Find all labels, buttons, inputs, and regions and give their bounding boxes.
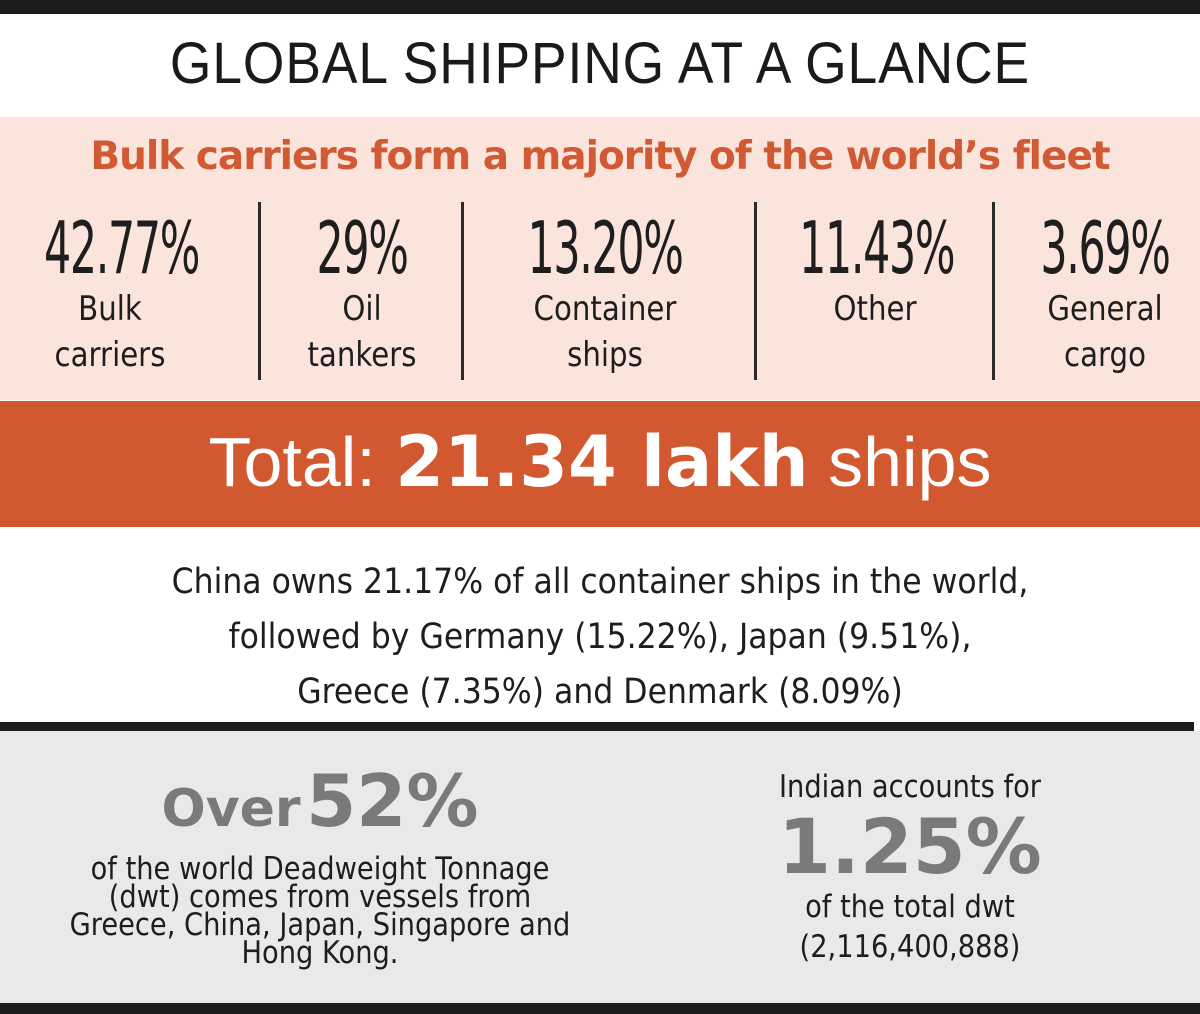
india-line-2: of the total dwt [805, 889, 1015, 925]
stat-divider [754, 202, 757, 380]
stat-label-line-2: tankers [307, 335, 417, 375]
stat-label-line-1: General [1047, 289, 1163, 329]
stat-percent: 13.20% [527, 206, 683, 290]
india-share-block: Indian accounts for 1.25% of the total d… [720, 767, 1100, 967]
india-line-3: (2,116,400,888) [799, 929, 1021, 965]
stat-divider [461, 202, 464, 380]
total-prefix: Total: [208, 423, 396, 501]
stat-label-line-1: Container [533, 289, 677, 329]
stat-other: 11.43% Other [760, 210, 990, 332]
section-rule [0, 722, 1194, 731]
stat-divider [992, 202, 995, 380]
dwt-headline: Over 52% [30, 761, 610, 861]
dwt-desc-line-1: of the world Deadweight Tonnage [90, 851, 550, 887]
page-title: GLOBAL SHIPPING AT A GLANCE [169, 31, 1031, 96]
stat-label-line-1: Bulk [78, 289, 142, 329]
stat-label-line-1: Other [833, 289, 917, 329]
stat-container-ships: 13.20% Container ships [480, 210, 730, 378]
stat-label-line-2: ships [567, 335, 643, 375]
container-ownership-note: China owns 21.17% of all container ships… [60, 555, 1140, 720]
dwt-desc-line-2: (dwt) comes from vessels from [108, 879, 532, 915]
stat-divider [258, 202, 261, 380]
dwt-desc-line-3: Greece, China, Japan, Singapore and [69, 907, 571, 943]
note-line-3: Greece (7.35%) and Denmark (8.09%) [297, 672, 903, 712]
stat-label-line-2: carriers [54, 335, 166, 375]
fleet-heading: Bulk carriers form a majority of the wor… [90, 134, 1110, 179]
dwt-share-block: Over 52% of the world Deadweight Tonnage… [30, 761, 610, 973]
dwt-section: Over 52% of the world Deadweight Tonnage… [0, 731, 1200, 1003]
total-suffix: ships [808, 423, 992, 501]
stat-general-cargo: 3.69% General cargo [1000, 210, 1200, 378]
stat-percent: 29% [316, 206, 408, 290]
top-rule [0, 0, 1200, 14]
stat-percent: 11.43% [799, 206, 955, 290]
stat-oil-tankers: 29% Oil tankers [262, 210, 462, 378]
fleet-section: Bulk carriers form a majority of the wor… [0, 117, 1200, 400]
dwt-desc-line-4: Hong Kong. [241, 935, 399, 971]
note-line-2: followed by Germany (15.22%), Japan (9.5… [228, 617, 972, 657]
stat-label-line-2: cargo [1064, 335, 1146, 375]
over-value: 52% [306, 759, 479, 843]
india-value: 1.25% [778, 802, 1042, 891]
total-value: 21.34 lakh [395, 421, 809, 503]
stat-percent: 3.69% [1040, 206, 1171, 290]
total-banner: Total: 21.34 lakh ships [0, 401, 1200, 527]
bottom-rule [0, 1003, 1200, 1014]
note-line-1: China owns 21.17% of all container ships… [171, 562, 1029, 602]
stat-percent: 42.77% [44, 206, 200, 290]
stat-bulk-carriers: 42.77% Bulk carriers [10, 210, 210, 378]
over-word: Over [161, 779, 301, 839]
india-line-1: Indian accounts for [779, 769, 1041, 805]
stat-label-line-1: Oil [342, 289, 382, 329]
